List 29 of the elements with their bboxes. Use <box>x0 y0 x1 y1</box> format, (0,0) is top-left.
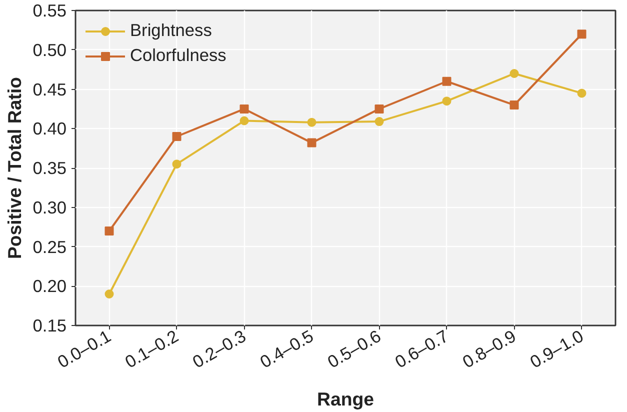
point <box>374 104 384 114</box>
y-tick-label: 0.35 <box>32 158 67 178</box>
y-tick-label: 0.20 <box>32 276 67 296</box>
point <box>442 96 452 106</box>
y-tick-label: 0.30 <box>32 197 67 218</box>
y-tick-label: 0.25 <box>32 236 67 257</box>
x-axis-title: Range <box>316 388 374 410</box>
y-tick-label: 0.50 <box>32 40 67 60</box>
point <box>240 104 249 114</box>
y-tick-label: 0.55 <box>32 0 67 20</box>
legend-label: Colorfulness <box>130 45 226 66</box>
legend-label: Brightness <box>130 20 212 41</box>
y-tick-label: 0.45 <box>32 79 67 100</box>
point <box>307 138 316 148</box>
point <box>374 117 384 126</box>
point <box>510 100 519 110</box>
point <box>577 30 586 39</box>
point <box>240 116 249 126</box>
point <box>104 290 114 298</box>
point <box>172 160 182 169</box>
y-tick-label: 0.40 <box>32 118 67 139</box>
point <box>577 88 586 98</box>
point <box>307 118 316 127</box>
point <box>442 76 452 86</box>
point <box>510 69 519 78</box>
point <box>172 132 182 141</box>
y-axis-title: Positive / Total Ratio <box>4 76 25 260</box>
point <box>104 226 114 236</box>
y-tick-label: 0.15 <box>32 316 67 336</box>
